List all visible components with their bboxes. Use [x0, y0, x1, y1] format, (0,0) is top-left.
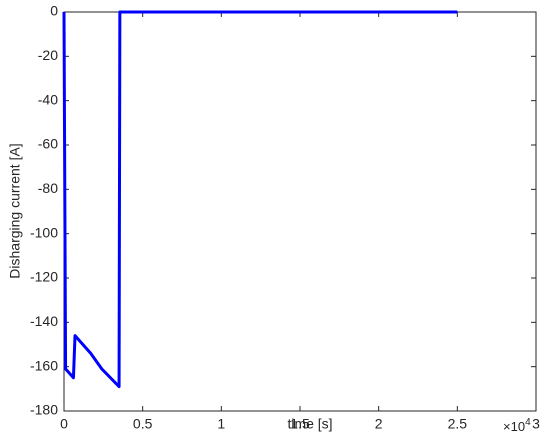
x-tick-label: 1.5: [290, 416, 310, 432]
x-multiplier: ×104: [503, 417, 531, 435]
x-tick-label: 0.5: [133, 416, 153, 432]
y-tick-label: -60: [38, 136, 58, 152]
y-tick-label: -20: [38, 47, 58, 63]
x-multiplier-exponent: 4: [525, 417, 531, 428]
y-tick-label: -80: [38, 180, 58, 196]
x-tick-label: 3: [532, 416, 540, 432]
x-tick-label: 0: [60, 416, 68, 432]
y-tick-label: -40: [38, 91, 58, 107]
x-tick-label: 1: [217, 416, 225, 432]
y-tick-label: -120: [30, 269, 58, 285]
x-axis-label: time [s]: [287, 416, 332, 432]
x-tick-label: 2.5: [448, 416, 468, 432]
y-tick-label: -180: [30, 402, 58, 418]
y-tick-label: -160: [30, 357, 58, 373]
data-line: [62, 10, 458, 389]
y-tick-label: 0: [50, 3, 58, 19]
y-axis-label: Disharging current [A]: [7, 143, 23, 278]
y-tick-label: -140: [30, 313, 58, 329]
x-multiplier-base: ×10: [503, 419, 525, 434]
axes-box: [63, 11, 537, 412]
y-tick-label: -100: [30, 224, 58, 240]
x-tick-label: 2: [375, 416, 383, 432]
